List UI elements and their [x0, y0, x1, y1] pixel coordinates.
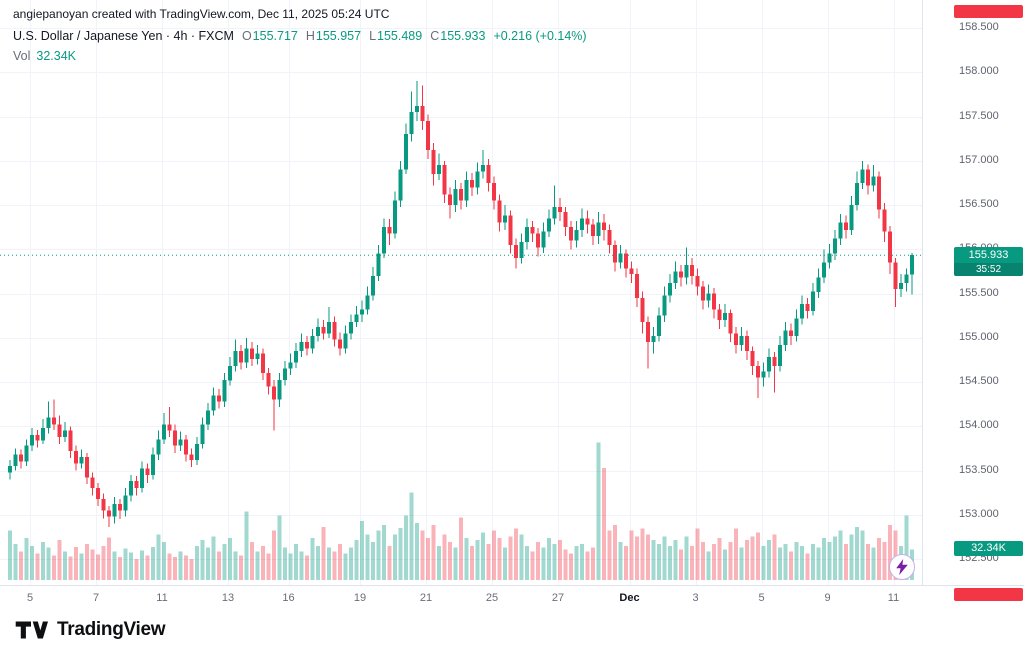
price-axis-label: 155.000	[959, 330, 999, 343]
volume-axis-badge: 32.34K	[954, 541, 1023, 557]
current-price-value: 155.933	[954, 247, 1023, 264]
time-axis-label: 7	[92, 592, 100, 604]
price-change: +0.216 (+0.14%)	[493, 29, 587, 43]
price-axis-label: 153.000	[959, 507, 999, 520]
lightning-bolt-icon	[896, 559, 908, 575]
time-axis-label: 27	[551, 592, 565, 604]
time-axis-label: 11	[887, 592, 900, 604]
ohlc-open: O 155.717	[241, 29, 298, 43]
tradingview-logo-text: TradingView	[57, 619, 166, 640]
time-axis-label: 21	[419, 592, 433, 604]
time-axis-label: 5	[26, 592, 34, 604]
volume-bars	[8, 442, 914, 581]
price-axis-label: 155.500	[959, 286, 999, 299]
time-axis-label: 25	[485, 592, 499, 604]
volume-value: 32.34K	[36, 49, 77, 63]
candlestick-chart-canvas[interactable]	[0, 0, 1024, 585]
time-axis-label: 11	[156, 592, 168, 604]
price-axis-label: 153.500	[959, 463, 999, 476]
time-axis-label: 3	[692, 592, 699, 604]
price-axis-red-badge-bottom	[954, 588, 1023, 601]
price-axis-label: 158.500	[959, 21, 999, 33]
volume-label: Vol	[13, 49, 31, 63]
current-price-badge: 155.933 35:52	[954, 247, 1023, 277]
price-axis-label: 158.000	[959, 65, 999, 78]
snapshot-attribution: angiepanoyan created with TradingView.co…	[13, 7, 390, 21]
time-axis-label: 16	[282, 592, 295, 604]
volume-legend[interactable]: Vol 32.34K	[13, 49, 76, 63]
symbol-title[interactable]: U.S. Dollar / Japanese Yen · 4h · FXCM	[13, 29, 234, 43]
time-axis[interactable]: 5 7 11 13 16 19 21 25 27 Dec 3 5 9 11	[0, 585, 1024, 611]
time-axis-label: 9	[824, 592, 831, 604]
instant-trading-button[interactable]	[889, 554, 915, 580]
price-axis[interactable]: 158.500158.000157.500157.000156.500156.0…	[922, 0, 1024, 585]
ohlc-low: L 155.489	[369, 29, 423, 43]
price-axis-label: 154.000	[959, 419, 999, 432]
time-axis-label: 5	[758, 592, 765, 604]
tradingview-logo-icon	[15, 621, 48, 639]
tradingview-logo[interactable]: TradingView	[14, 617, 166, 643]
time-axis-label: 13	[221, 592, 235, 604]
price-axis-label: 156.500	[959, 198, 999, 210]
price-axis-label: 157.500	[959, 109, 999, 122]
ohlc-close: C 155.933	[430, 29, 486, 43]
time-axis-label: Dec	[619, 592, 640, 604]
price-axis-label: 154.500	[959, 375, 999, 387]
bar-countdown: 35:52	[954, 263, 1023, 277]
price-axis-label: 157.000	[959, 153, 999, 166]
price-axis-red-badge-top	[954, 5, 1023, 18]
time-axis-label: 19	[353, 592, 367, 604]
chart-legend[interactable]: U.S. Dollar / Japanese Yen · 4h · FXCM O…	[13, 29, 587, 43]
ohlc-high: H 155.957	[305, 29, 362, 43]
candles	[8, 81, 914, 528]
gridlines	[0, 0, 922, 585]
